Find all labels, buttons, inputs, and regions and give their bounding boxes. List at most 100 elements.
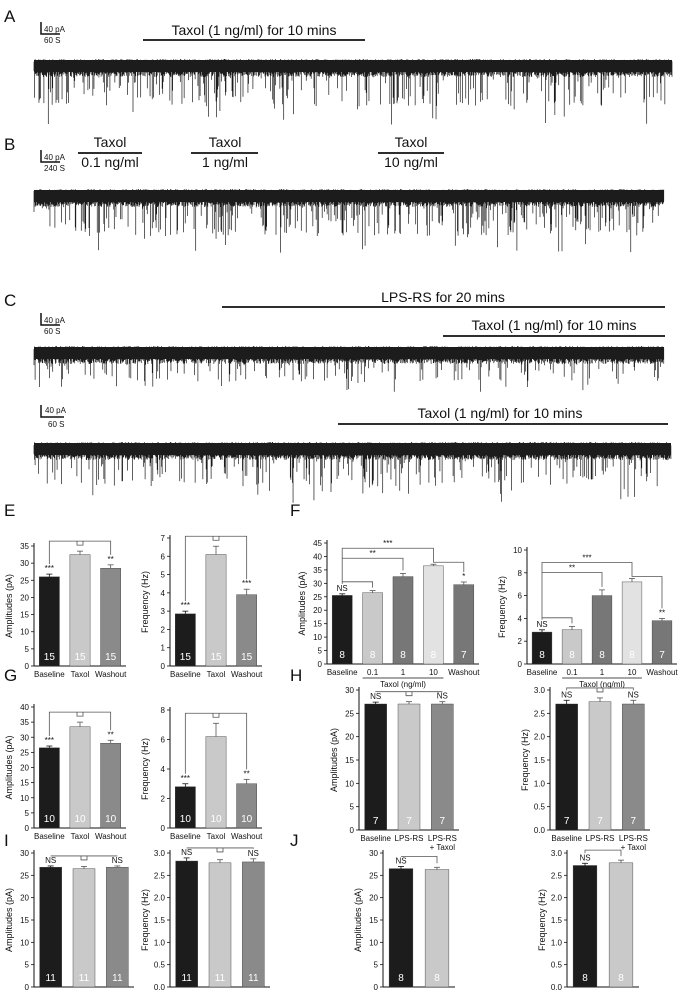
y-tick-label: 2.0 [154, 894, 166, 903]
y-tick-label: 2.5 [154, 871, 166, 880]
y-tick-label: 20 [20, 593, 29, 602]
y-tick-label: 0.0 [551, 983, 563, 992]
y-axis-label: Frequency (Hz) [140, 571, 150, 633]
bar [106, 867, 129, 988]
comparison-bracket [212, 536, 220, 541]
y-tick-label: 5 [374, 961, 379, 970]
bar [555, 703, 578, 831]
y-tick-label: 10 [20, 794, 29, 803]
n-label: 8 [339, 650, 345, 661]
y-tick-label: 0.0 [534, 826, 546, 835]
comparison-bracket [76, 712, 84, 717]
y-tick-label: 15 [20, 611, 29, 620]
comparison-bracket [212, 713, 220, 718]
trace-c-drug-label-2: Taxol (1 ng/ml) for 10 mins [472, 317, 637, 333]
bar [388, 868, 414, 988]
n-label: 8 [434, 973, 440, 984]
trace-c-scale-x: 60 S [44, 327, 60, 336]
category-label: Washout [448, 668, 480, 677]
comparison-bracket [184, 712, 248, 774]
y-tick-label: 4 [518, 614, 523, 623]
n-label: 8 [629, 650, 635, 661]
comparison-bracket [596, 687, 604, 693]
y-tick-label: 2.0 [534, 733, 546, 742]
trace-b-drug-conc-3: 10 ng/ml [384, 154, 438, 170]
y-tick-label: 1.5 [534, 756, 546, 765]
trace-b-scale-x: 240 S [44, 164, 65, 173]
bar [608, 862, 634, 988]
comparison-bracket [216, 847, 224, 853]
comparison-bracket [184, 535, 248, 602]
trace-panel-c2: 40 pA 60 S Taxol (1 ng/ml) for 10 mins [33, 405, 672, 503]
y-tick-label: 3.0 [551, 849, 563, 858]
y-tick-label: 0 [25, 983, 30, 992]
y-tick-label: 1.5 [154, 916, 166, 925]
significance-label: NS [561, 690, 572, 699]
trace-panel-c: LPS-RS for 20 mins Taxol (1 ng/ml) for 1… [33, 289, 665, 392]
chart-f-amplitude: 0 5 10 15 20 25 30 35 40 45 Amplitudes (pA) 8 NS Base… [297, 539, 480, 689]
n-label: 7 [597, 816, 603, 827]
trace-c-scalebar [40, 313, 60, 326]
y-tick-label: 45 [313, 539, 322, 548]
y-tick-label: 8 [518, 569, 523, 578]
significance-label: NS [337, 584, 348, 593]
y-tick-label: 2 [161, 625, 166, 634]
significance-label: NS [45, 856, 56, 865]
y-tick-label: 6 [518, 592, 523, 601]
y-tick-label: 30 [369, 849, 378, 858]
panel-letter-b: B [4, 135, 15, 154]
y-tick-label: 1.0 [534, 779, 546, 788]
y-axis-label: Frequency (Hz) [537, 889, 547, 951]
trace-b-scalebar [40, 150, 60, 163]
trace-c2-drug-label: Taxol (1 ng/ml) for 10 mins [418, 405, 583, 421]
bar [69, 554, 91, 667]
significance-label: *** [242, 579, 251, 588]
n-label: 7 [461, 650, 467, 661]
category-label: LPS-RS [619, 834, 648, 843]
category-label: Baseline [170, 832, 201, 841]
bar [208, 862, 232, 988]
significance-label: NS [437, 692, 448, 701]
bar [364, 703, 387, 831]
y-tick-label: 15 [313, 620, 322, 629]
significance-label: NS [370, 692, 381, 701]
trace-a-drug-label: Taxol (1 ng/ml) for 10 mins [172, 22, 337, 38]
y-tick-label: 3 [161, 607, 166, 616]
comparison-bracket [541, 617, 573, 624]
n-label: 11 [79, 973, 90, 984]
significance-label: ** [108, 555, 114, 564]
trace-panel-b: 40 pA 240 S Taxol 0.1 ng/ml Taxol 1 ng/m… [33, 134, 665, 253]
category-label: Washout [95, 670, 127, 679]
significance-label: ** [108, 730, 114, 739]
y-tick-label: 35 [313, 566, 322, 575]
bar [572, 865, 598, 988]
n-label: 7 [440, 816, 446, 827]
chart-h-amplitude: 0 5 10 15 20 25 30 Amplitudes (pA) 7 NS Baseline 7 L… [329, 686, 459, 852]
n-label: 8 [569, 650, 575, 661]
category-label: Baseline [360, 834, 391, 843]
y-tick-label: 30 [20, 733, 29, 742]
y-tick-label: 2.0 [551, 894, 563, 903]
significance-label: NS [181, 848, 192, 857]
n-label: 8 [582, 973, 588, 984]
significance-label: *** [582, 554, 591, 563]
y-tick-label: 15 [20, 916, 29, 925]
y-axis-label: Amplitudes (pA) [4, 888, 14, 952]
y-axis-label: Amplitudes (pA) [297, 571, 307, 635]
category-label: 1 [401, 668, 406, 677]
y-tick-label: 20 [313, 606, 322, 615]
y-tick-label: 10 [20, 938, 29, 947]
y-tick-label: 0.5 [551, 961, 563, 970]
n-label: 8 [599, 650, 605, 661]
category-label: Baseline [327, 668, 358, 677]
bar [72, 868, 96, 988]
y-tick-label: 0 [161, 824, 166, 833]
n-label: 11 [181, 973, 192, 984]
y-tick-label: 35 [20, 542, 29, 551]
n-label: 7 [564, 816, 570, 827]
trace-b-drug-label-1: Taxol [94, 134, 127, 150]
category-label: + Taxol [621, 843, 647, 852]
category-label: Taxol [207, 670, 226, 679]
n-label: 15 [210, 652, 222, 663]
